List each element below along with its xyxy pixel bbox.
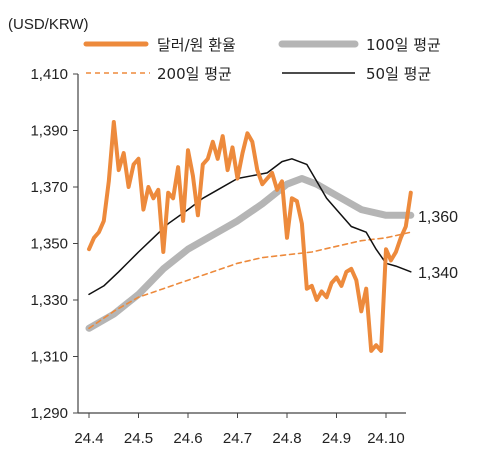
end-label-ma100: 1,360 [418, 209, 458, 226]
end-labels: 1,360 1,340 [418, 209, 458, 282]
x-tick-label: 24.9 [322, 430, 351, 447]
series-layer [85, 120, 415, 353]
unit-label: (USD/KRW) [8, 16, 89, 33]
end-label-ma50: 1,340 [418, 265, 458, 282]
x-tick-label: 24.5 [124, 430, 153, 447]
series-line-dashed-orange [88, 231, 412, 330]
y-axis: 1,410 1,390 1,370 1,350 1,330 1,310 1,290 [30, 66, 79, 422]
legend: 달러/원 환율 100일 평균 200일 평균 50일 평균 [83, 36, 441, 83]
x-tick-label: 24.4 [74, 430, 103, 447]
y-tick-label: 1,390 [30, 123, 68, 140]
y-tick-label: 1,330 [30, 292, 68, 309]
y-tick-label: 1,290 [30, 405, 68, 422]
legend-label-ma100: 100일 평균 [366, 36, 441, 54]
y-tick-label: 1,410 [30, 66, 68, 83]
series-line-thick-orange [87, 120, 413, 353]
series-line-thin-black [88, 158, 412, 296]
legend-label-krw: 달러/원 환율 [157, 36, 236, 54]
series-line-thick-gray [85, 175, 415, 332]
x-tick-label: 24.8 [272, 430, 301, 447]
x-tick-label: 24.7 [223, 430, 252, 447]
y-tick-label: 1,310 [30, 349, 68, 366]
legend-label-ma50: 50일 평균 [366, 65, 431, 83]
x-tick-label: 24.10 [367, 430, 405, 447]
y-tick-label: 1,370 [30, 179, 68, 196]
y-tick-label: 1,350 [30, 236, 68, 253]
x-tick-label: 24.6 [173, 430, 202, 447]
x-axis: 24.4 24.5 24.6 24.7 24.8 24.9 24.10 [74, 412, 406, 447]
legend-label-ma200: 200일 평균 [157, 65, 232, 83]
